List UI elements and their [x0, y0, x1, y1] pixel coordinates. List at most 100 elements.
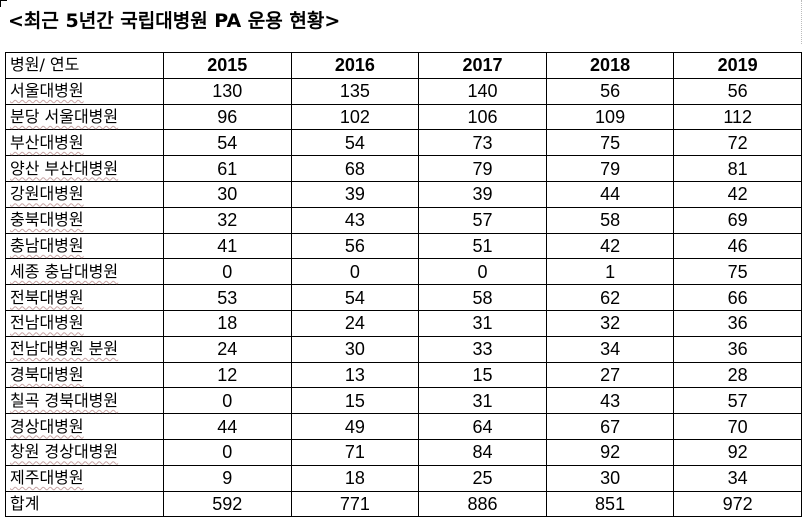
value-cell: 75 [545, 129, 675, 157]
hospital-name-cell: 전남대병원 분원 [5, 335, 164, 363]
value-cell: 34 [673, 464, 802, 492]
table-row: 충남대병원 41 56 51 42 46 [5, 232, 802, 260]
value-cell: 130 [163, 77, 292, 105]
header-year: 2017 [418, 52, 547, 79]
value-cell: 79 [418, 155, 547, 182]
value-cell: 92 [673, 438, 802, 466]
value-cell: 36 [673, 335, 802, 363]
value-cell: 0 [290, 258, 420, 286]
page-edge-guide [801, 0, 802, 44]
value-cell: 112 [673, 103, 802, 131]
value-cell: 15 [418, 361, 547, 389]
value-cell: 43 [545, 387, 675, 415]
value-cell: 43 [290, 206, 420, 234]
value-cell: 56 [545, 77, 675, 105]
value-cell: 58 [545, 206, 675, 234]
hospital-name-cell: 전북대병원 [5, 284, 164, 311]
header-year: 2016 [290, 52, 420, 79]
table-row: 전남대병원 분원 24 30 33 34 36 [5, 335, 802, 363]
value-cell: 56 [290, 232, 420, 260]
hospital-name-cell: 부산대병원 [5, 129, 164, 157]
table-row: 경상대병원 44 49 64 67 70 [5, 413, 802, 440]
value-cell: 135 [290, 77, 420, 105]
value-cell: 9 [163, 464, 292, 492]
hospital-name-cell: 경상대병원 [5, 413, 164, 440]
value-cell: 30 [163, 180, 292, 208]
value-cell: 44 [163, 413, 292, 440]
value-cell: 0 [163, 387, 292, 415]
value-cell: 81 [673, 155, 802, 182]
table-row: 강원대병원 30 39 39 44 42 [5, 180, 802, 208]
hospital-name-cell: 양산 부산대병원 [5, 155, 164, 182]
table-row: 제주대병원 9 18 25 30 34 [5, 464, 802, 492]
value-cell: 57 [673, 387, 802, 415]
value-cell: 92 [545, 438, 675, 466]
value-cell: 42 [545, 232, 675, 260]
value-cell: 53 [163, 284, 292, 311]
table-row: 부산대병원 54 54 73 75 72 [5, 129, 802, 157]
hospital-name-cell: 충북대병원 [5, 206, 164, 234]
value-cell: 36 [673, 309, 802, 337]
value-cell: 102 [290, 103, 420, 131]
total-value-cell: 592 [163, 490, 292, 518]
value-cell: 42 [673, 180, 802, 208]
value-cell: 31 [418, 309, 547, 337]
pa-staffing-table: 병원/ 연도 2015 2016 2017 2018 2019 서울대병원 130… [5, 52, 802, 518]
hospital-name-cell: 창원 경상대병원 [5, 438, 164, 466]
value-cell: 46 [673, 232, 802, 260]
value-cell: 79 [545, 155, 675, 182]
value-cell: 24 [290, 309, 420, 337]
table-row: 경북대병원 12 13 15 27 28 [5, 361, 802, 389]
value-cell: 67 [545, 413, 675, 440]
table-body: 서울대병원 130 135 140 56 56 분당 서울대병원 96 102 106 109 112… [5, 77, 802, 518]
hospital-name-cell: 강원대병원 [5, 180, 164, 208]
value-cell: 30 [290, 335, 420, 363]
value-cell: 39 [290, 180, 420, 208]
value-cell: 13 [290, 361, 420, 389]
value-cell: 54 [290, 284, 420, 311]
value-cell: 41 [163, 232, 292, 260]
value-cell: 18 [163, 309, 292, 337]
value-cell: 28 [673, 361, 802, 389]
header-year: 2019 [673, 52, 802, 79]
value-cell: 15 [290, 387, 420, 415]
table-row: 서울대병원 130 135 140 56 56 [5, 77, 802, 105]
table-row: 양산 부산대병원 61 68 79 79 81 [5, 155, 802, 182]
value-cell: 75 [673, 258, 802, 286]
table-row: 충북대병원 32 43 57 58 69 [5, 206, 802, 234]
hospital-name-cell: 경북대병원 [5, 361, 164, 389]
value-cell: 0 [418, 258, 547, 286]
value-cell: 0 [163, 258, 292, 286]
value-cell: 0 [163, 438, 292, 466]
page-corner-mark [0, 0, 7, 7]
hospital-name-cell: 분당 서울대병원 [5, 103, 164, 131]
value-cell: 51 [418, 232, 547, 260]
table-row: 창원 경상대병원 0 71 84 92 92 [5, 438, 802, 466]
value-cell: 33 [418, 335, 547, 363]
table-row: 세종 충남대병원 0 0 0 1 75 [5, 258, 802, 286]
value-cell: 69 [673, 206, 802, 234]
value-cell: 140 [418, 77, 547, 105]
hospital-name-cell: 제주대병원 [5, 464, 164, 492]
total-value-cell: 972 [673, 490, 802, 518]
value-cell: 106 [418, 103, 547, 131]
table-row: 전남대병원 18 24 31 32 36 [5, 309, 802, 337]
value-cell: 12 [163, 361, 292, 389]
total-value-cell: 851 [545, 490, 675, 518]
document-title: <최근 5년간 국립대병원 PA 운용 현황> [8, 10, 341, 32]
table-row: 분당 서울대병원 96 102 106 109 112 [5, 103, 802, 131]
value-cell: 25 [418, 464, 547, 492]
value-cell: 109 [545, 103, 675, 131]
value-cell: 64 [418, 413, 547, 440]
hospital-name-cell: 세종 충남대병원 [5, 258, 164, 286]
value-cell: 57 [418, 206, 547, 234]
value-cell: 49 [290, 413, 420, 440]
value-cell: 44 [545, 180, 675, 208]
value-cell: 72 [673, 129, 802, 157]
value-cell: 68 [290, 155, 420, 182]
value-cell: 31 [418, 387, 547, 415]
table-header-row: 병원/ 연도 2015 2016 2017 2018 2019 [5, 52, 802, 79]
value-cell: 66 [673, 284, 802, 311]
value-cell: 24 [163, 335, 292, 363]
header-year: 2015 [163, 52, 292, 79]
